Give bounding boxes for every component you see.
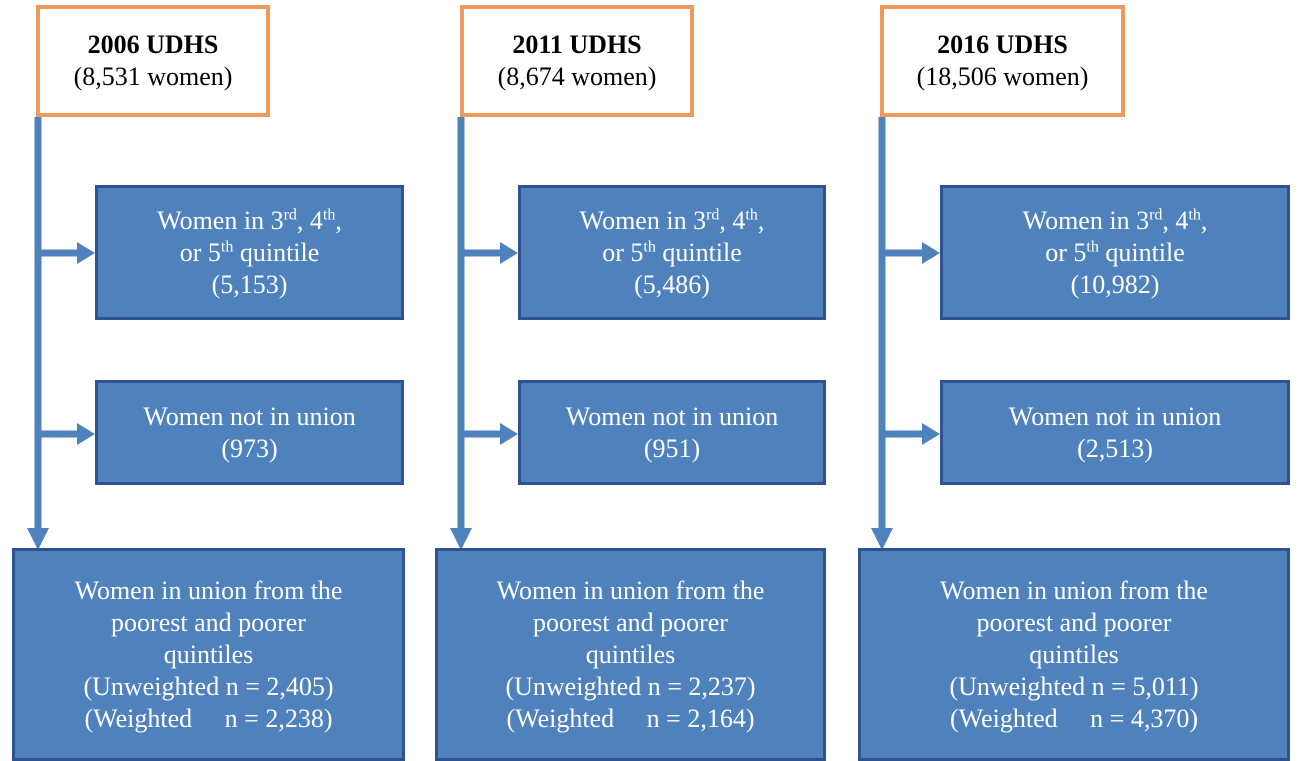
text: Women in 3	[157, 205, 284, 235]
text: , 4	[1162, 205, 1189, 235]
box-line: or 5th quintile	[180, 237, 320, 269]
survey-count: (18,506 women)	[916, 62, 1089, 91]
arrow-head	[871, 528, 893, 550]
exclusion-box: Women in 3rd, 4th, or 5th quintile (10,982…	[940, 185, 1290, 320]
text: , 4	[719, 205, 746, 235]
superscript: th	[1188, 205, 1201, 223]
survey-title: 2006 UDHS	[87, 30, 219, 59]
box-line: (Weighted n = 2,164)	[506, 703, 755, 733]
arrow-head	[450, 528, 472, 550]
box-line: poorest and poorer	[533, 607, 728, 637]
box-line: Women in union from the	[940, 575, 1208, 605]
exclusion-box: Women not in union (2,513)	[940, 380, 1290, 485]
box-line: (Unweighted n = 5,011)	[949, 671, 1199, 701]
box-label: Women not in union	[565, 401, 779, 431]
text: quintile	[655, 237, 742, 267]
text: Women in 3	[1022, 205, 1150, 235]
box-count: (2,513)	[1077, 433, 1153, 463]
arrow-head	[77, 423, 95, 445]
superscript: th	[745, 205, 758, 223]
box-line: (Weighted n = 2,238)	[84, 703, 333, 733]
box-count: (973)	[221, 433, 278, 463]
arrow-head	[27, 528, 49, 550]
text: ,	[757, 205, 765, 235]
box-line: (Unweighted n = 2,405)	[83, 671, 334, 701]
superscript: th	[643, 237, 656, 255]
box-label: Women not in union	[1008, 401, 1222, 431]
text: or 5	[1045, 237, 1087, 267]
superscript: th	[1086, 237, 1099, 255]
box-line: quintiles	[585, 639, 676, 669]
superscript: th	[220, 237, 234, 255]
box-count: (10,982)	[1070, 269, 1160, 299]
survey-count: (8,674 women)	[497, 62, 657, 91]
final-sample-box: Women in union from the poorest and poore…	[12, 548, 405, 761]
final-sample-box: Women in union from the poorest and poore…	[435, 548, 826, 761]
exclusion-box: Women in 3rd, 4th, or 5th quintile (5,153)	[95, 185, 404, 320]
superscript: rd	[706, 205, 720, 223]
exclusion-box: Women not in union (951)	[518, 380, 826, 485]
box-count: (5,486)	[634, 269, 710, 299]
text: or 5	[179, 237, 221, 267]
superscript: rd	[283, 205, 297, 223]
text: ,	[1200, 205, 1208, 235]
arrow-head	[500, 423, 518, 445]
text: Women in 3	[579, 205, 707, 235]
box-line: Women in 3rd, 4th,	[1023, 205, 1208, 237]
box-line: Women in 3rd, 4th,	[157, 205, 342, 237]
box-line: (Unweighted n = 2,237)	[505, 671, 756, 701]
survey-title: 2011 UDHS	[512, 30, 642, 59]
exclusion-box: Women in 3rd, 4th, or 5th quintile (5,486)	[518, 185, 826, 320]
box-line: (Weighted n = 4,370)	[950, 703, 1198, 733]
text: ,	[335, 205, 342, 235]
arrow-head	[77, 242, 95, 264]
box-line: or 5th quintile	[602, 237, 742, 269]
box-line: Women in 3rd, 4th,	[580, 205, 765, 237]
survey-count: (8,531 women)	[73, 62, 233, 91]
box-line: or 5th quintile	[1045, 237, 1185, 269]
arrow-head	[500, 242, 518, 264]
text: , 4	[296, 205, 323, 235]
box-line: Women in union from the	[496, 575, 765, 605]
exclusion-box: Women not in union (973)	[95, 380, 404, 485]
survey-box: 2006 UDHS (8,531 women)	[36, 5, 270, 117]
box-count: (951)	[643, 433, 701, 463]
text: quintile	[233, 237, 320, 267]
arrow-head	[922, 423, 940, 445]
box-line: quintiles	[163, 639, 254, 669]
box-line: poorest and poorer	[111, 607, 306, 637]
survey-title: 2016 UDHS	[937, 30, 1068, 59]
final-sample-box: Women in union from the poorest and poore…	[858, 548, 1290, 761]
superscript: rd	[1149, 205, 1163, 223]
box-count: (5,153)	[211, 269, 288, 299]
box-line: poorest and poorer	[976, 607, 1172, 637]
box-label: Women not in union	[143, 401, 356, 431]
superscript: th	[322, 205, 336, 223]
text: quintile	[1098, 237, 1185, 267]
box-line: Women in union from the	[74, 575, 343, 605]
survey-box: 2016 UDHS (18,506 women)	[880, 5, 1125, 117]
box-line: quintiles	[1029, 639, 1119, 669]
text: or 5	[602, 237, 644, 267]
arrow-head	[922, 242, 940, 264]
survey-box: 2011 UDHS (8,674 women)	[460, 5, 694, 117]
